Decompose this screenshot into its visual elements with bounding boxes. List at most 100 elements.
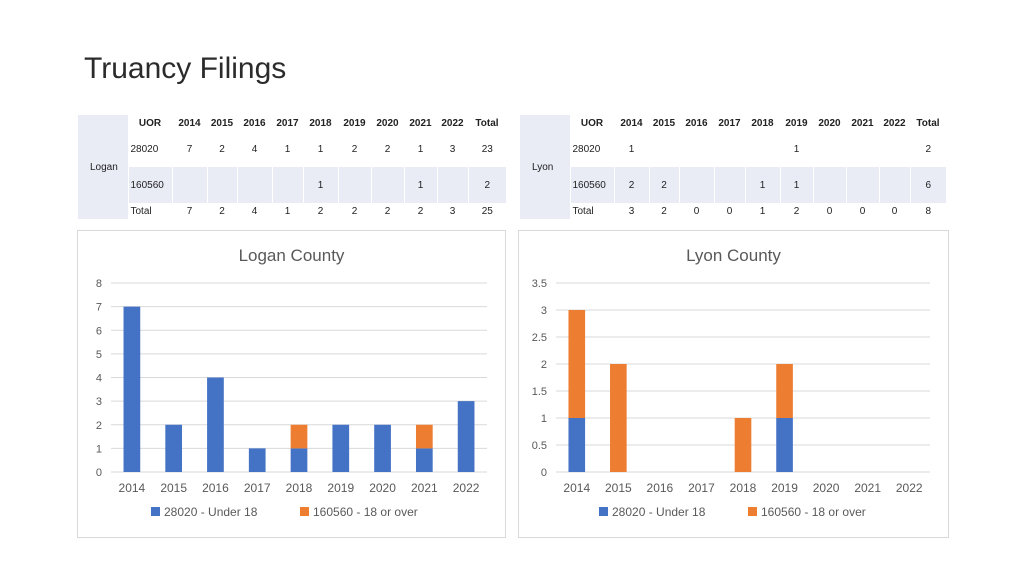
y-tick-label: 1 <box>96 443 102 455</box>
table-cell: 1 <box>271 131 303 167</box>
y-tick-label: 2 <box>96 420 102 432</box>
table-cell: 6 <box>909 167 946 203</box>
bar-segment <box>415 448 433 472</box>
table-cell <box>436 167 468 203</box>
table-cell: Total <box>569 203 614 219</box>
table-cell: Total <box>127 203 172 219</box>
table-header-cell: 2021 <box>409 117 432 129</box>
table-cell: 1 <box>613 131 649 167</box>
table-cell <box>648 131 679 167</box>
logan-uor-table: Logan UOR 2014 2015 2016 2017 2018 2019 … <box>78 115 506 219</box>
y-tick-label: 0.5 <box>532 440 547 452</box>
table-cell: 1 <box>403 131 437 167</box>
table-cell <box>236 167 272 203</box>
y-tick-label: 8 <box>96 278 102 290</box>
table-header-cell: 2022 <box>441 117 464 129</box>
table-header-cell: UOR <box>580 117 604 129</box>
table-cell <box>812 131 846 167</box>
legend-swatch <box>748 507 757 516</box>
table-cell: 2 <box>909 131 946 167</box>
bar-segment <box>165 424 183 472</box>
table-cell: 0 <box>713 203 745 219</box>
x-tick-label: 2014 <box>119 481 146 495</box>
table-cell <box>812 167 846 203</box>
y-tick-label: 6 <box>96 325 102 337</box>
table-header-cell: 2020 <box>818 117 841 129</box>
y-tick-label: 0 <box>96 467 102 479</box>
legend-label: 28020 - Under 18 <box>164 505 258 519</box>
table-cell: 160560 <box>127 167 172 203</box>
table-county-label: Logan <box>78 115 128 219</box>
table-cell: 0 <box>845 203 879 219</box>
table-header-cell: UOR <box>138 117 162 129</box>
bar-segment <box>776 418 793 472</box>
table-header-cell: 2022 <box>883 117 906 129</box>
table-cell: 160560 <box>569 167 614 203</box>
bar-segment <box>332 424 350 472</box>
table-cell: 28020 <box>127 131 172 167</box>
table-header-cell: 2016 <box>243 117 266 129</box>
table-cell: 0 <box>812 203 846 219</box>
table-cell: 3 <box>613 203 649 219</box>
table-cell <box>878 131 910 167</box>
x-tick-label: 2020 <box>813 481 840 495</box>
table-cell: 1 <box>302 167 338 203</box>
table-header-cell: Total <box>916 117 940 129</box>
table-cell: 2 <box>302 203 338 219</box>
y-tick-label: 2 <box>541 359 547 371</box>
table-cell: 8 <box>909 203 946 219</box>
x-tick-label: 2020 <box>369 481 396 495</box>
table-cell <box>713 167 745 203</box>
table-cell: 2 <box>337 131 371 167</box>
table-cell: 2 <box>467 167 506 203</box>
x-tick-label: 2021 <box>854 481 881 495</box>
table-header-cell: 2014 <box>178 117 201 129</box>
x-tick-label: 2017 <box>688 481 715 495</box>
y-tick-label: 1 <box>541 413 547 425</box>
legend-label: 160560 - 18 or over <box>313 505 418 519</box>
table-cell <box>370 167 404 203</box>
table-cell: 2 <box>648 167 679 203</box>
x-tick-label: 2018 <box>730 481 757 495</box>
bar-segment <box>123 306 141 472</box>
table-cell <box>845 131 879 167</box>
bar-segment <box>568 310 586 418</box>
table-cell <box>678 131 714 167</box>
table-header-cell: Total <box>475 117 499 129</box>
lyon-chart-panel: Lyon County 0 0.5 1 1.5 2 2.5 3 3.5 2014 2015 2016 2… <box>518 230 949 538</box>
table-cell: 3 <box>436 131 468 167</box>
x-tick-label: 2019 <box>771 481 798 495</box>
table-cell: 4 <box>236 203 272 219</box>
x-tick-label: 2014 <box>563 481 590 495</box>
bar-segment <box>457 401 475 472</box>
table-cell: 1 <box>744 167 780 203</box>
y-tick-label: 4 <box>96 373 102 385</box>
slide-title: Truancy Filings <box>84 52 287 85</box>
y-tick-label: 3 <box>96 396 102 408</box>
table-cell: 2 <box>206 131 237 167</box>
x-tick-label: 2022 <box>453 481 480 495</box>
table-cell: 2 <box>206 203 237 219</box>
legend-label: 28020 - Under 18 <box>612 505 706 519</box>
table-cell: 25 <box>467 203 506 219</box>
legend-swatch <box>599 507 608 516</box>
table-cell: 1 <box>403 167 437 203</box>
table-header-cell: 2018 <box>309 117 332 129</box>
x-tick-label: 2016 <box>647 481 674 495</box>
lyon-county-chart: Lyon County 0 0.5 1 1.5 2 2.5 3 3.5 2014 2015 2016 2… <box>532 246 930 519</box>
table-cell: 7 <box>171 131 207 167</box>
table-cell: 4 <box>236 131 272 167</box>
bar-segment <box>610 364 627 472</box>
table-cell <box>337 167 371 203</box>
chart-title: Lyon County <box>686 246 781 265</box>
table-cell: 1 <box>744 203 780 219</box>
table-cell <box>206 167 237 203</box>
bar-segment <box>207 377 224 472</box>
legend-swatch <box>151 507 160 516</box>
table-cell: 1 <box>779 167 813 203</box>
x-tick-label: 2019 <box>327 481 354 495</box>
x-tick-label: 2018 <box>286 481 313 495</box>
x-tick-label: 2015 <box>160 481 187 495</box>
chart-title: Logan County <box>239 246 345 265</box>
table-cell: 1 <box>271 203 303 219</box>
